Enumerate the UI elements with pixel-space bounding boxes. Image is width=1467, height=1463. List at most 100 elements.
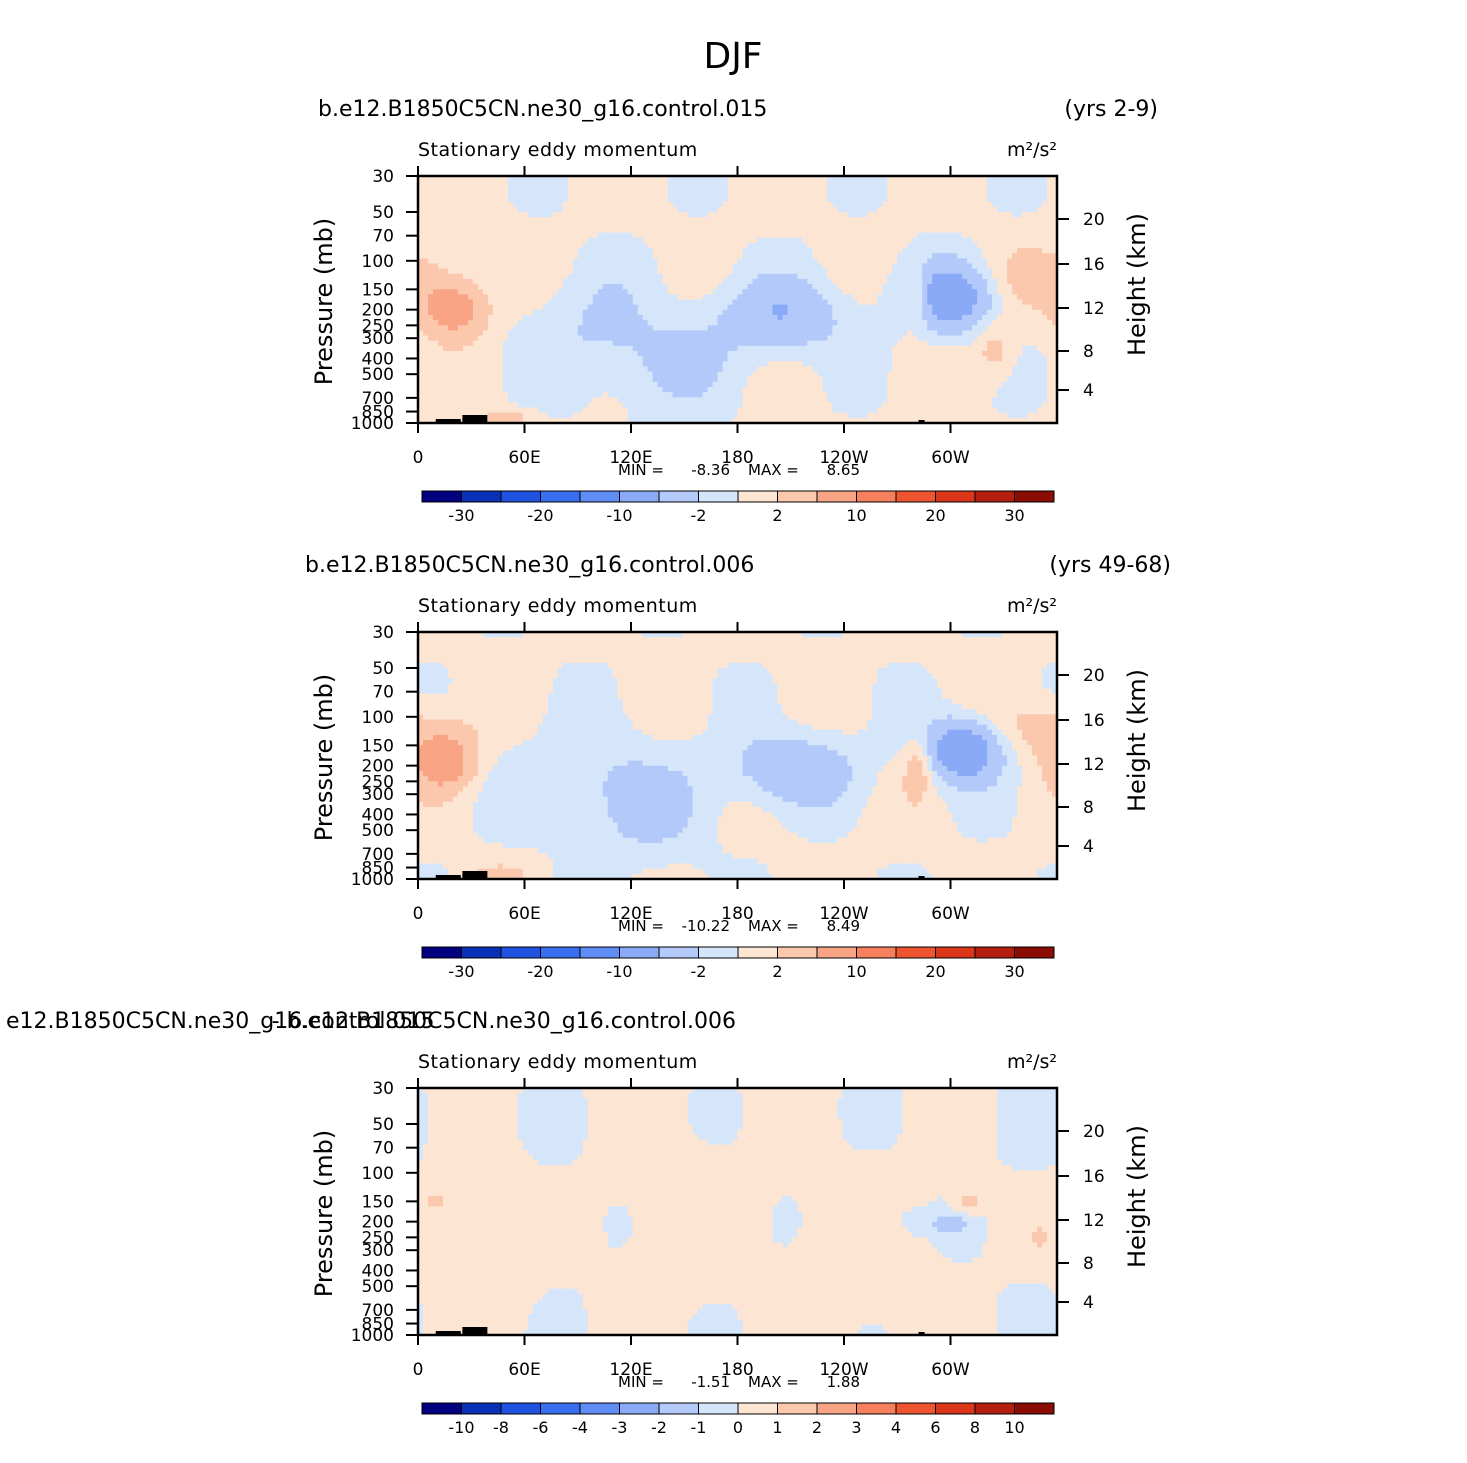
contour-cell: [617, 268, 624, 275]
contour-cell: [842, 325, 848, 331]
contour-cell: [947, 371, 953, 378]
contour-cell: [957, 242, 963, 249]
contour-cell: [847, 299, 853, 306]
contour-cell: [422, 268, 429, 275]
contour-cell: [952, 309, 958, 316]
contour-cell: [832, 227, 838, 234]
contour-cell: [792, 371, 798, 378]
contour-cell: [762, 350, 769, 357]
contour-cell: [887, 294, 893, 301]
contour-cell: [477, 268, 484, 275]
contour-cell: [582, 248, 589, 254]
contour-cell: [567, 232, 574, 239]
contour-cell: [797, 325, 803, 331]
contour-cell: [427, 191, 434, 198]
contour-cell: [847, 176, 853, 182]
contour-cell: [952, 191, 958, 198]
contour-cell: [587, 345, 594, 352]
contour-cell: [482, 263, 489, 270]
contour-cell: [957, 299, 963, 306]
contour-cell: [637, 196, 644, 203]
contour-cell: [1042, 186, 1048, 193]
contour-cell: [972, 206, 978, 213]
contour-cell: [762, 314, 769, 321]
contour-cell: [672, 340, 679, 347]
contour-cell: [667, 268, 674, 275]
contour-cell: [607, 186, 614, 193]
contour-cell: [657, 217, 664, 223]
contour-cell: [467, 242, 474, 249]
contour-cell: [872, 304, 878, 311]
contour-cell: [637, 309, 644, 316]
contour-cell: [447, 176, 454, 182]
contour-cell: [672, 217, 679, 223]
contour-cell: [752, 345, 759, 352]
contour-cell: [732, 242, 739, 249]
contour-cell: [972, 278, 978, 285]
contour-cell: [1027, 294, 1033, 301]
contour-cell: [792, 227, 798, 234]
contour-cell: [507, 350, 514, 357]
contour-cell: [462, 299, 469, 306]
contour-cell: [1012, 340, 1018, 347]
contour-cell: [722, 314, 729, 321]
contour-cell: [612, 248, 619, 254]
contour-cell: [772, 371, 779, 378]
contour-cell: [777, 191, 784, 198]
contour-cell: [922, 356, 928, 362]
contour-cell: [607, 356, 614, 362]
contour-cell: [992, 253, 998, 259]
contour-cell: [852, 268, 858, 275]
contour-cell: [917, 237, 923, 244]
contour-cell: [722, 196, 729, 203]
contour-cell: [512, 186, 519, 193]
contour-cell: [1042, 237, 1048, 244]
contour-cell: [592, 284, 599, 290]
contour-cell: [867, 222, 873, 229]
contour-cell: [637, 201, 644, 208]
contour-cell: [537, 217, 544, 223]
contour-cell: [692, 289, 699, 295]
contour-cell: [922, 222, 928, 229]
contour-cell: [647, 294, 654, 301]
contour-cell: [722, 212, 729, 218]
contour-cell: [922, 289, 928, 295]
contour-cell: [737, 299, 744, 306]
contour-cell: [847, 330, 853, 337]
contour-cell: [592, 345, 599, 352]
contour-cell: [972, 191, 978, 198]
contour-cell: [997, 294, 1003, 301]
contour-cell: [712, 309, 719, 316]
contour-cell: [822, 284, 828, 290]
contour-cell: [487, 330, 494, 337]
contour-cell: [942, 201, 948, 208]
contour-cell: [702, 201, 709, 208]
contour-cell: [567, 278, 574, 285]
contour-cell: [427, 284, 434, 290]
contour-cell: [487, 258, 494, 265]
contour-cell: [427, 268, 434, 275]
contour-cell: [742, 263, 749, 270]
contour-cell: [512, 268, 519, 275]
contour-cell: [807, 258, 813, 265]
contour-cell: [512, 335, 519, 342]
contour-cell: [912, 263, 918, 270]
contour-cell: [667, 273, 674, 280]
contour-cell: [692, 294, 699, 301]
contour-cell: [462, 268, 469, 275]
contour-cell: [757, 340, 764, 347]
contour-cell: [817, 253, 823, 259]
contour-cell: [907, 273, 913, 280]
contour-cell: [937, 268, 943, 275]
contour-cell: [547, 248, 554, 254]
contour-cell: [887, 242, 893, 249]
contour-cell: [552, 232, 559, 239]
contour-cell: [422, 278, 429, 285]
contour-cell: [792, 212, 798, 218]
contour-cell: [812, 206, 818, 213]
contour-cell: [582, 284, 589, 290]
contour-cell: [592, 278, 599, 285]
contour-cell: [857, 258, 863, 265]
contour-cell: [782, 284, 789, 290]
contour-cell: [787, 186, 794, 193]
